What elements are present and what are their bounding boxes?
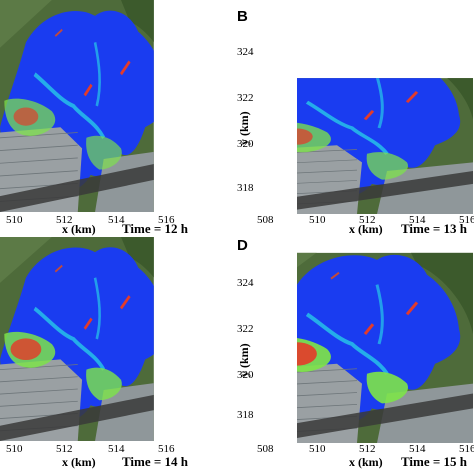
deep-water-channel xyxy=(83,83,93,97)
y-tick: 320 xyxy=(237,138,254,150)
flow-channel xyxy=(375,78,384,129)
inundation-zone xyxy=(86,367,122,401)
flow-channel xyxy=(305,312,389,375)
deep-water-channel xyxy=(119,60,131,76)
flow-channel xyxy=(93,277,101,340)
x-tick: 514 xyxy=(108,443,125,455)
inundation-zone xyxy=(86,135,122,170)
x-axis-label: x (km) xyxy=(62,222,96,236)
deep-water-channel xyxy=(83,317,93,330)
flood-map-c xyxy=(0,237,154,441)
x-axis-label: x (km) xyxy=(349,222,383,236)
x-tick: 512 xyxy=(56,214,73,226)
deep-water-channel xyxy=(54,264,63,273)
deep-water-channel xyxy=(405,91,419,104)
flow-channel xyxy=(305,100,389,155)
time-label: Time = 13 h xyxy=(401,221,468,236)
deep-water-channel xyxy=(363,323,375,336)
forest-patch xyxy=(267,42,327,81)
forest-patch xyxy=(411,252,473,335)
x-tick: 512 xyxy=(359,214,376,226)
panel-d: D y (km) 324 322 320 318 508 510 512 514… xyxy=(237,237,474,474)
panel-a: 510 512 514 516 x (km) Time = 12 h xyxy=(0,0,237,237)
deep-water-channel xyxy=(330,271,340,280)
street-line xyxy=(297,380,358,385)
x-tick: 512 xyxy=(56,443,73,455)
time-label: Time = 15 h xyxy=(401,454,468,469)
deep-water-zone xyxy=(297,128,313,145)
street-line xyxy=(0,132,78,139)
deep-water-channel xyxy=(119,295,131,310)
inundation-zone xyxy=(366,152,408,180)
river xyxy=(297,393,473,438)
x-tick: 508 xyxy=(257,214,274,226)
x-tick: 514 xyxy=(409,443,426,455)
deep-water-zone xyxy=(297,342,317,366)
forest-patch xyxy=(120,0,154,42)
street-line xyxy=(297,180,358,184)
street-line xyxy=(0,170,78,177)
flow-channel xyxy=(93,42,101,107)
forest-patch xyxy=(297,252,317,268)
panel-letter: D xyxy=(237,237,248,254)
inundation-zone xyxy=(366,371,408,404)
y-tick: 322 xyxy=(237,92,254,104)
flow-channel xyxy=(33,72,106,140)
y-tick: 320 xyxy=(237,369,254,381)
x-tick: 508 xyxy=(257,443,274,455)
y-tick: 324 xyxy=(237,46,254,58)
flood-map-d xyxy=(297,252,473,444)
y-tick: 322 xyxy=(237,323,254,335)
x-tick: 510 xyxy=(6,214,23,226)
flow-channel xyxy=(375,284,384,345)
x-tick: 516 xyxy=(158,443,175,455)
forest-patch xyxy=(120,237,154,278)
x-tick: 516 xyxy=(459,443,474,455)
forest-patch xyxy=(0,0,52,48)
forest-patch xyxy=(447,78,473,120)
y-tick: 318 xyxy=(237,409,254,421)
river xyxy=(297,171,473,210)
x-tick: 512 xyxy=(359,443,376,455)
x-tick: 514 xyxy=(108,214,125,226)
street-line xyxy=(0,376,78,383)
street-line xyxy=(0,144,78,151)
flow-channel xyxy=(33,306,106,371)
deep-water-zone xyxy=(10,338,42,361)
x-axis-label: x (km) xyxy=(62,455,96,469)
panel-c: 510 512 514 516 x (km) Time = 14 h xyxy=(0,237,237,474)
river xyxy=(0,394,154,441)
x-tick: 516 xyxy=(158,214,175,226)
x-tick: 516 xyxy=(459,214,474,226)
flood-map-b xyxy=(267,42,473,215)
flood-map-a xyxy=(0,0,154,212)
street-line xyxy=(297,159,358,164)
street-line xyxy=(0,400,78,407)
street-line xyxy=(297,392,358,397)
x-axis-label: x (km) xyxy=(349,455,383,469)
x-tick: 510 xyxy=(309,214,326,226)
deep-water-channel xyxy=(331,66,339,71)
panel-letter: B xyxy=(237,8,248,25)
y-tick: 324 xyxy=(237,277,254,289)
deep-water-channel xyxy=(405,301,419,316)
x-tick: 514 xyxy=(409,214,426,226)
time-label: Time = 14 h xyxy=(122,454,189,469)
street-line xyxy=(0,388,78,395)
street-line xyxy=(0,157,78,164)
river xyxy=(0,164,154,212)
street-line xyxy=(297,169,358,174)
street-line xyxy=(297,403,358,409)
time-label: Time = 12 h xyxy=(122,221,189,236)
y-tick: 318 xyxy=(237,182,254,194)
deep-water-zone xyxy=(13,107,39,126)
deep-water-channel xyxy=(363,109,375,121)
street-line xyxy=(297,368,358,373)
x-tick: 510 xyxy=(6,443,23,455)
street-line xyxy=(297,149,358,153)
street-line xyxy=(0,364,78,371)
panel-b: B y (km) 324 322 320 318 508 510 512 514… xyxy=(237,0,474,237)
x-tick: 510 xyxy=(309,443,326,455)
deep-water-channel xyxy=(54,28,63,37)
